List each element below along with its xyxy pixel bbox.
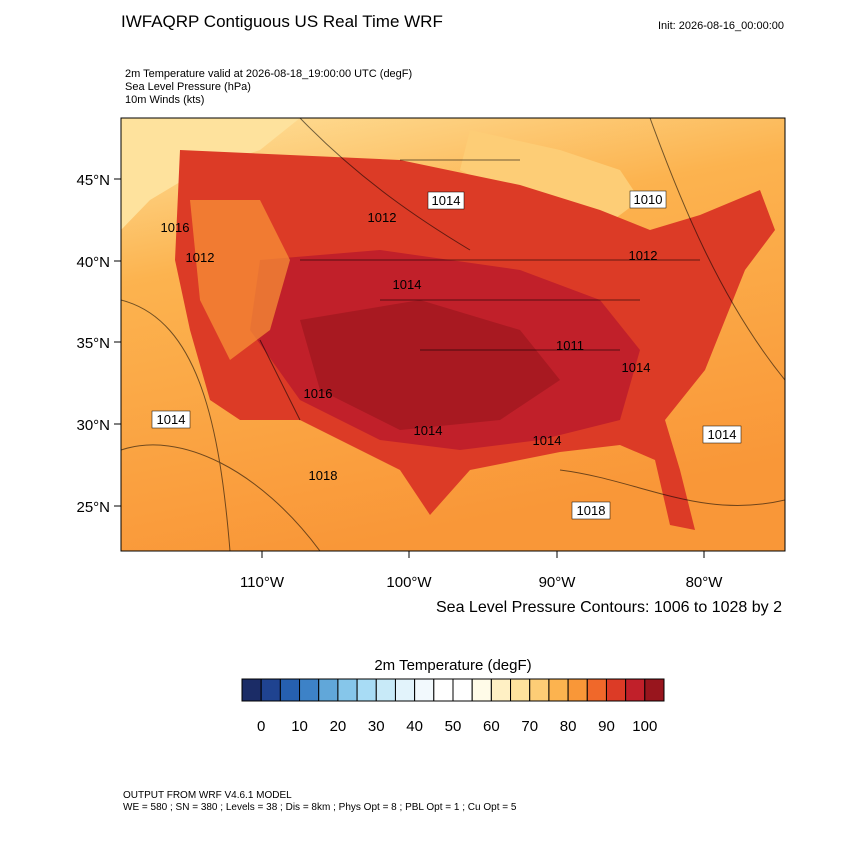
colorbar-label: 70 <box>521 718 538 735</box>
colorbar-label: 40 <box>406 718 423 735</box>
colorbar-label: 80 <box>560 718 577 735</box>
pressure-label: 1016 <box>304 386 333 401</box>
colorbar: 0 10 20 30 40 50 60 70 80 90 100 <box>241 678 665 735</box>
color-box <box>586 678 607 702</box>
map: 1014 1012 1016 1014 1012 1010 1012 1014 … <box>121 118 785 551</box>
lat-label: 35°N <box>76 335 110 352</box>
colorbar-label: 20 <box>330 718 347 735</box>
colorbar-label: 60 <box>483 718 500 735</box>
subtitle: 2m Temperature valid at 2026-08-18_19:00… <box>125 68 412 80</box>
colorbar-label: 0 <box>257 718 265 735</box>
lat-label: 25°N <box>76 499 110 516</box>
pressure-label: 1011 <box>556 338 584 353</box>
color-box <box>471 678 492 702</box>
colorbar-label: 50 <box>445 718 462 735</box>
color-box <box>356 678 377 702</box>
color-box <box>260 678 281 702</box>
footer: WE = 580 ; SN = 380 ; Levels = 38 ; Dis … <box>123 802 517 813</box>
pressure-label: 1014 <box>393 277 422 292</box>
lon-label: 90°W <box>539 574 577 591</box>
pressure-label: 1012 <box>629 248 658 263</box>
color-box <box>644 678 665 702</box>
color-box <box>490 678 512 702</box>
pressure-label: 1016 <box>161 220 190 235</box>
lat-axis: 45°N 40°N 35°N 30°N 25°N <box>76 172 121 516</box>
lat-label: 45°N <box>76 172 110 189</box>
color-box <box>375 678 396 702</box>
subtitle: 10m Winds (kts) <box>125 94 204 106</box>
color-box <box>337 678 358 702</box>
lon-label: 100°W <box>386 574 432 591</box>
subtitle: Sea Level Pressure (hPa) <box>125 81 251 93</box>
color-box <box>452 678 473 702</box>
init-time: Init: 2026-08-16_00:00:00 <box>658 20 784 32</box>
lat-label: 30°N <box>76 417 110 434</box>
color-box <box>567 678 588 702</box>
pressure-label: 1012 <box>186 250 215 265</box>
pressure-label: 1014 <box>414 423 443 438</box>
pressure-label: 1014 <box>533 433 562 448</box>
pressure-label: 1018 <box>577 503 606 518</box>
color-box <box>510 678 531 702</box>
color-box <box>625 678 646 702</box>
contour-caption: Sea Level Pressure Contours: 1006 to 102… <box>436 599 782 616</box>
color-box <box>529 678 550 702</box>
footer: OUTPUT FROM WRF V4.6.1 MODEL <box>123 790 292 801</box>
lon-label: 110°W <box>240 574 285 591</box>
pressure-label: 1010 <box>634 192 663 207</box>
map-frame <box>120 117 786 552</box>
colorbar-label: 90 <box>598 718 615 735</box>
color-box <box>548 678 569 702</box>
lon-label: 80°W <box>686 574 724 591</box>
title: IWFAQRP Contiguous US Real Time WRF <box>121 12 443 31</box>
color-box <box>394 678 416 702</box>
pressure-label: 1014 <box>708 427 737 442</box>
color-box <box>241 678 262 702</box>
pressure-label: 1018 <box>309 468 338 483</box>
color-box <box>605 678 627 702</box>
color-box <box>279 678 301 702</box>
lon-axis: 110°W 100°W 90°W 80°W <box>240 551 723 591</box>
color-box <box>299 678 320 702</box>
color-box <box>318 678 339 702</box>
lat-label: 40°N <box>76 254 110 271</box>
pressure-label: 1014 <box>432 193 461 208</box>
colorbar-label: 30 <box>368 718 385 735</box>
pressure-label: 1014 <box>622 360 651 375</box>
colorbar-label: 100 <box>632 718 657 735</box>
pressure-label: 1012 <box>368 210 397 225</box>
color-box <box>414 678 435 702</box>
pressure-label: 1014 <box>157 412 186 427</box>
color-box <box>433 678 454 702</box>
colorbar-label: 10 <box>291 718 308 735</box>
colorbar-title: 2m Temperature (degF) <box>374 657 531 674</box>
